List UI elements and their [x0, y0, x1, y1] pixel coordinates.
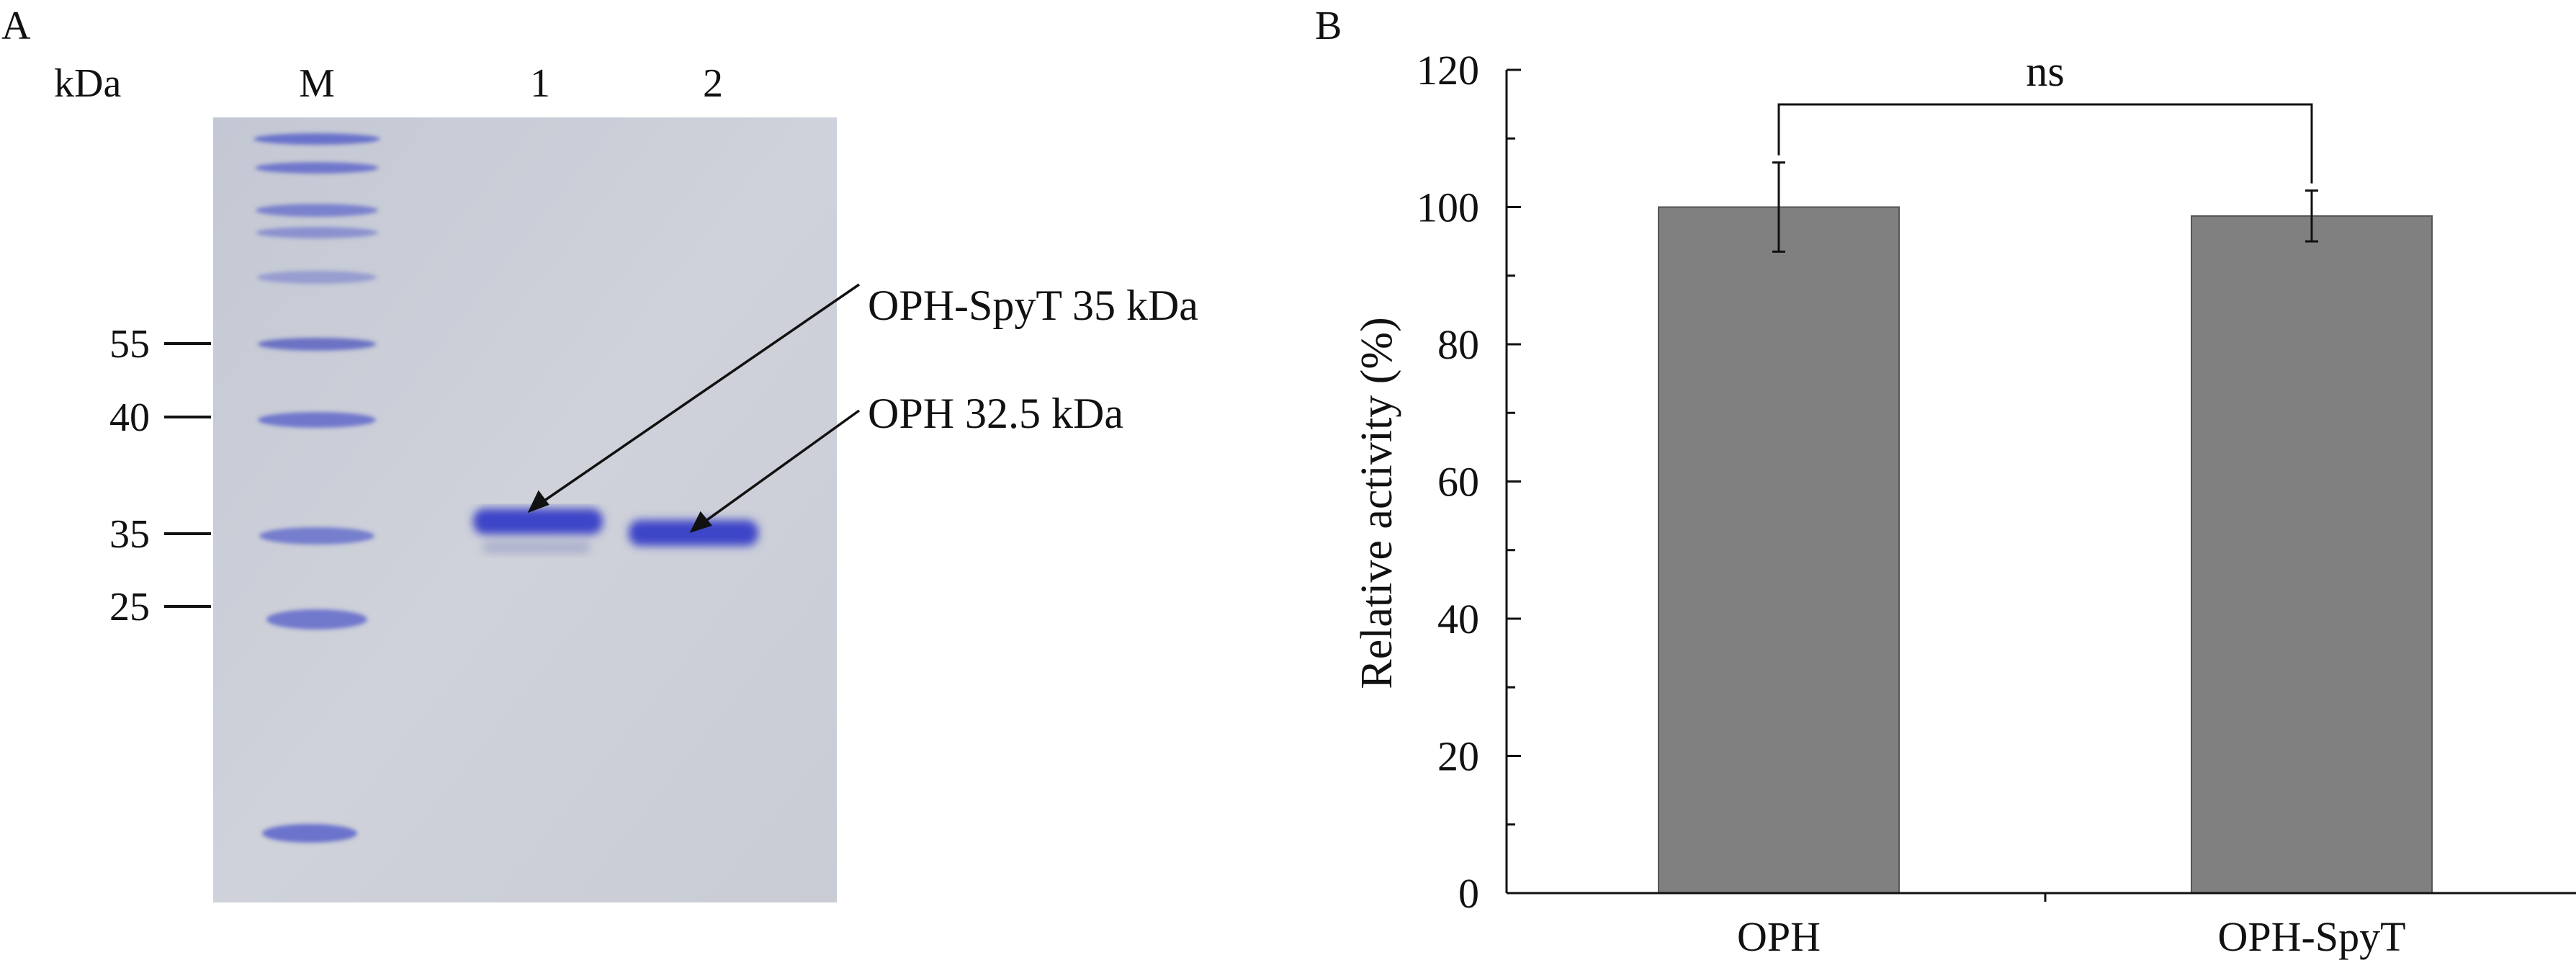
significance-label: ns: [2026, 48, 2064, 95]
lane-label-m: M: [299, 61, 335, 106]
arrow-head-opph-spyt: [527, 490, 549, 514]
ladder-band: [258, 412, 376, 428]
ladder-band: [262, 824, 357, 843]
panel-b-label: B: [1315, 4, 1342, 48]
gel-unit-label: kDa: [54, 61, 122, 106]
lane-label-1: 1: [530, 61, 550, 106]
ladder-band: [256, 204, 378, 217]
ladder-band: [259, 527, 374, 544]
marker-label-40: 40: [109, 395, 150, 440]
lane1-band: [473, 508, 603, 534]
lane2-band: [629, 520, 758, 546]
x-tick-label: OPH-SpyT: [2217, 913, 2405, 960]
y-axis-title: Relative activity (%): [1352, 317, 1401, 689]
arrow-oph: [694, 409, 861, 530]
arrow-opph-spyt: [532, 283, 860, 510]
y-tick-label: 80: [1437, 321, 1479, 368]
ladder-band: [253, 133, 380, 145]
activity-bar-chart: OPH OPH-SpyT 0 20 40 60 80 100 120 Relative activ…: [1352, 47, 2576, 960]
annotation-oph: OPH 32.5 kDa: [868, 390, 1123, 437]
lane1-faint: [483, 542, 591, 553]
bar-oph: [1658, 206, 1900, 894]
y-tick-label: 120: [1417, 47, 1479, 94]
marker-label-25: 25: [109, 585, 150, 629]
y-tick-label: 40: [1437, 596, 1479, 642]
x-tick-label: OPH: [1737, 913, 1821, 960]
y-tick-label: 20: [1437, 733, 1479, 780]
ladder-band: [256, 227, 378, 238]
lane-label-2: 2: [703, 61, 723, 106]
y-tick-label: 60: [1437, 459, 1479, 506]
significance-bracket: [1777, 103, 2313, 184]
bar-oph-spyt: [2191, 215, 2433, 894]
gel-figure: [164, 117, 861, 902]
panel-a-label: A: [1, 4, 31, 48]
y-tick-label: 0: [1458, 870, 1479, 917]
marker-label-35: 35: [109, 512, 150, 557]
ladder-band: [266, 609, 367, 629]
annotation-oph-spyt: OPH-SpyT 35 kDa: [868, 282, 1198, 329]
ladder-band: [258, 338, 376, 351]
ladder-band: [257, 271, 377, 284]
y-tick-label: 100: [1417, 184, 1479, 231]
marker-label-55: 55: [109, 322, 150, 367]
ladder-lane: [253, 133, 380, 843]
arrow-head-oph: [689, 511, 712, 533]
ladder-band: [255, 162, 379, 174]
